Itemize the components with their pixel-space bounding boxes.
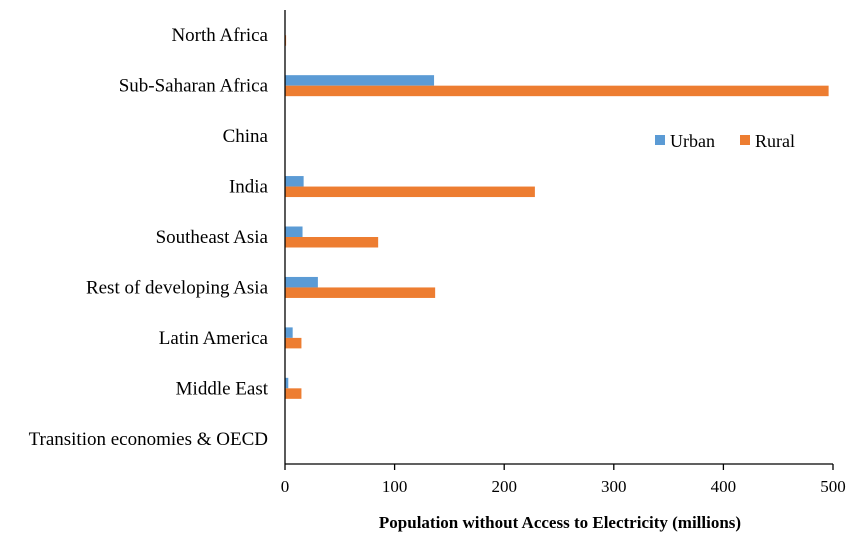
bar-rural-southeast-asia [285, 237, 379, 248]
x-tick-label-200: 200 [491, 477, 517, 496]
category-label-latin-america: Latin America [159, 328, 269, 349]
bar-urban-latin-america [285, 327, 293, 338]
x-tick-label-500: 500 [820, 477, 846, 496]
x-tick-label-300: 300 [601, 477, 627, 496]
category-label-sub-saharan-africa: Sub-Saharan Africa [119, 76, 269, 97]
x-tick-label-400: 400 [711, 477, 737, 496]
category-label-rest-of-developing-asia: Rest of developing Asia [86, 277, 269, 298]
legend-label-urban: Urban [670, 131, 715, 151]
x-axis-ticks: 0 100 200 300 400 500 [281, 464, 846, 496]
category-label-north-africa: North Africa [171, 25, 268, 46]
category-labels: North Africa Sub-Saharan Africa China India… [29, 25, 269, 450]
bar-rural-india [285, 186, 535, 198]
bars-group [285, 35, 829, 399]
bar-urban-rest-of-developing-asia [285, 276, 318, 288]
category-label-india: India [229, 177, 269, 198]
bar-rural-latin-america [285, 337, 302, 349]
category-label-china: China [223, 126, 269, 147]
bar-rural-rest-of-developing-asia [285, 287, 436, 298]
bar-urban-sub-saharan-africa [285, 75, 435, 86]
category-label-transition-economies-oecd: Transition economies & OECD [29, 429, 268, 450]
x-tick-label-100: 100 [382, 477, 408, 496]
bar-rural-sub-saharan-africa [285, 85, 829, 97]
legend-swatch-rural [740, 135, 750, 145]
legend: Urban Rural [655, 131, 795, 151]
bar-rural-middle-east [285, 388, 302, 399]
legend-swatch-urban [655, 135, 665, 145]
bar-urban-india [285, 176, 304, 187]
bar-urban-middle-east [285, 377, 289, 389]
x-axis-title: Population without Access to Electricity… [379, 513, 741, 532]
bar-urban-southeast-asia [285, 226, 303, 237]
category-label-southeast-asia: Southeast Asia [156, 227, 269, 248]
category-label-middle-east: Middle East [176, 378, 269, 399]
x-tick-label-0: 0 [281, 477, 290, 496]
legend-label-rural: Rural [755, 131, 795, 151]
